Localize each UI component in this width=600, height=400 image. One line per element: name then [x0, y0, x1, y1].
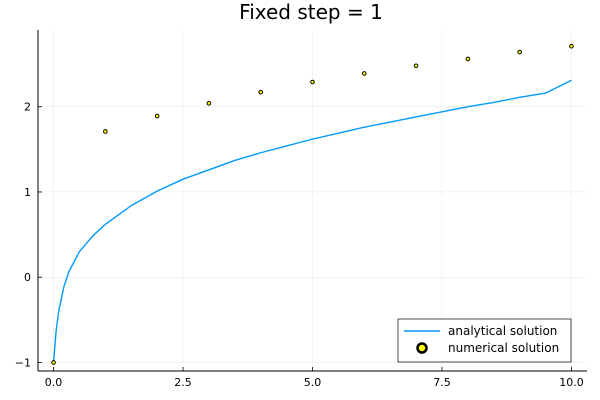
y-tick-label: 1	[24, 186, 31, 199]
numerical-solution-point	[361, 71, 367, 76]
numerical-solution-point	[154, 113, 160, 119]
series	[51, 43, 574, 365]
numerical-solution-point	[310, 79, 315, 85]
axes	[37, 30, 587, 372]
numerical-solution-point	[103, 129, 108, 134]
legend-marker-swatch	[416, 342, 428, 354]
legend-label: analytical solution	[448, 324, 557, 338]
grid	[38, 30, 587, 371]
legend-label: numerical solution	[448, 341, 559, 355]
x-tick-label: 5.0	[304, 376, 322, 389]
chart-title: Fixed step = 1	[239, 0, 383, 24]
numerical-solution-point	[517, 49, 522, 55]
legend: analytical solution numerical solution	[397, 318, 572, 363]
numerical-solution-point	[51, 360, 56, 365]
numerical-solution-point	[258, 89, 264, 95]
x-tick-label: 10.0	[559, 376, 584, 389]
numerical-solution-point	[569, 43, 574, 49]
x-tick-label: 7.5	[433, 376, 451, 389]
y-tick-label: 2	[24, 101, 31, 114]
numerical-solution-point	[206, 101, 212, 106]
y-tick-label: −1	[15, 356, 31, 369]
legend-box	[397, 318, 572, 363]
tick-labels: 0.0 2.5 5.0 7.5 10.0 −1 0 1 2	[15, 101, 584, 389]
x-tick-label: 0.0	[45, 376, 63, 389]
y-tick-label: 0	[24, 271, 31, 284]
x-tick-label: 2.5	[174, 376, 192, 389]
numerical-solution-point	[413, 63, 419, 69]
numerical-solution-point	[465, 56, 471, 62]
analytical-solution-line	[52, 79, 572, 363]
